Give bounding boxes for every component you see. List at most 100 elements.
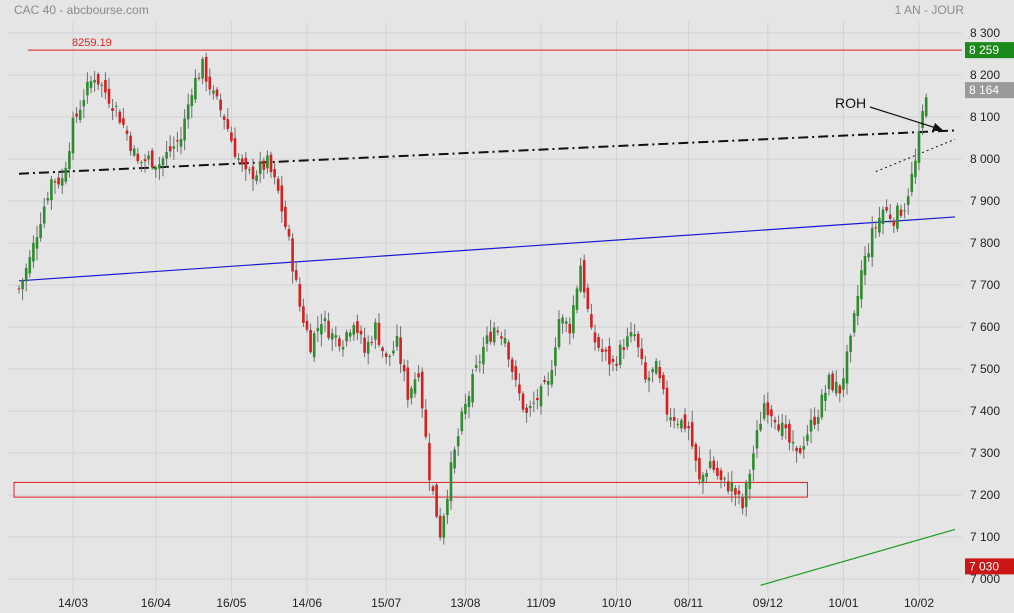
candle [608,346,611,365]
candle [456,436,460,447]
candle [93,79,96,83]
candle [420,371,424,409]
candle [424,409,428,437]
candle [615,363,618,366]
candle [860,270,863,300]
candle [262,160,266,170]
y-tick-label: 7 300 [970,446,1000,460]
candle [521,393,525,410]
candle [496,330,500,333]
candle [554,347,557,366]
x-tick-label: 10/01 [828,596,858,610]
candle [165,152,168,159]
candle [53,181,57,183]
candle [708,461,712,468]
candle [777,424,780,431]
candle [518,384,521,394]
candle [125,130,129,134]
candle [917,131,921,163]
candle [582,260,586,293]
candle [197,77,201,79]
candle [471,374,474,403]
candle [330,333,334,340]
candle [464,403,467,415]
candle [784,424,788,429]
candle [388,355,392,357]
candle [903,210,906,212]
candle [845,351,849,384]
y-tick-label: 7 800 [970,236,1000,250]
candle [68,151,71,170]
candle [176,140,179,142]
candle [158,164,161,169]
candle [118,111,122,123]
candle [320,324,323,335]
candle [712,460,716,470]
candle [132,148,136,156]
candle [374,322,377,340]
candle [366,341,370,354]
candle [392,350,395,354]
candle [100,84,104,86]
candle [284,206,287,228]
y-tick-label: 8 000 [970,152,1000,166]
candle [338,338,341,347]
candle [190,95,194,107]
candle [899,209,903,216]
candle [525,407,528,413]
candle [546,380,550,385]
candle [564,321,568,324]
candle [867,253,870,258]
candle [575,288,579,310]
candle [629,332,633,337]
candle [280,185,284,212]
y-tick-label: 8 300 [970,26,1000,40]
candles [17,52,928,545]
candle [248,169,251,171]
candle [359,330,363,335]
candle [723,478,726,480]
chart-period: 1 AN - JOUR [894,3,964,17]
candle [75,113,78,117]
candle [536,398,539,401]
candle [341,347,345,350]
candle [230,132,233,141]
candle [773,419,777,423]
candle [348,332,352,337]
candle [561,317,564,324]
x-tick-label: 13/08 [450,596,480,610]
candle [892,220,896,226]
y-tick-label: 7 400 [970,404,1000,418]
candle [57,177,60,185]
candle [86,81,89,96]
y-axis: 8 300 8 200 8 100 8 000 7 900 7 800 7 700 7 600… [970,26,1000,586]
candle [644,362,647,380]
candle [482,346,485,365]
candle [478,361,482,363]
candle [586,287,590,309]
y-tick-label: 7 700 [970,278,1000,292]
candle [406,367,410,400]
candle [874,227,878,229]
candle [410,388,413,399]
candle [924,97,928,117]
candle [514,366,518,381]
candle [604,349,608,352]
candle [172,146,176,149]
candle [111,108,114,111]
x-tick-label: 16/05 [216,596,246,610]
candle [698,457,701,480]
candle [550,370,554,385]
x-tick-label: 10/10 [602,596,632,610]
candle [449,462,453,502]
candle [269,154,273,173]
candle [827,374,831,389]
candle [82,99,86,107]
support-zone-box [13,481,808,498]
candle [885,207,888,211]
grid [8,22,962,596]
candle [251,166,255,180]
candle [737,490,741,495]
low-badge-bg [965,558,1014,575]
